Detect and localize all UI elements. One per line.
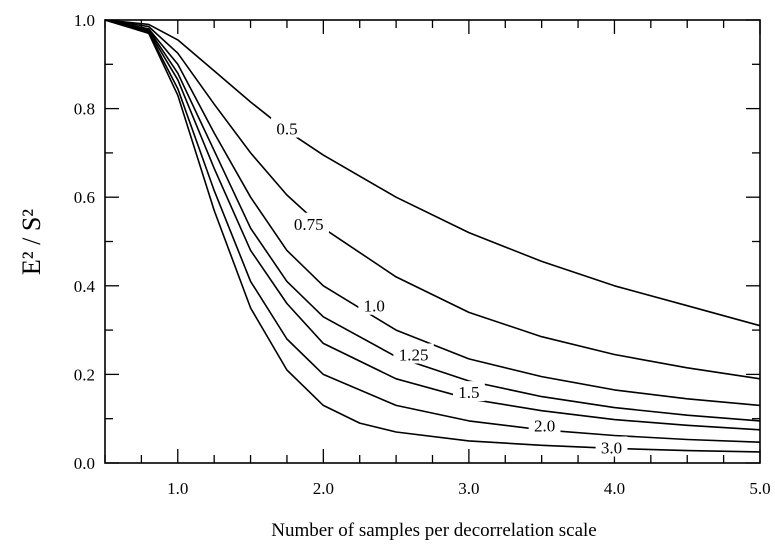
series-line-1.5 xyxy=(104,19,761,431)
x-tick-label: 5.0 xyxy=(749,479,770,498)
curve-label-background xyxy=(393,343,434,364)
series-line-1.25 xyxy=(104,19,761,422)
series-line-2.0 xyxy=(104,19,761,443)
x-axis-label: Number of samples per decorrelation scal… xyxy=(271,520,597,541)
curve-label-background xyxy=(358,294,391,315)
curve-label-background xyxy=(595,436,628,457)
y-tick-label: 0.4 xyxy=(74,277,96,296)
x-tick-label: 2.0 xyxy=(313,479,334,498)
x-tick-label: 3.0 xyxy=(458,479,479,498)
curve-label: 1.5 xyxy=(458,383,479,402)
y-tick-label: 1.0 xyxy=(74,11,95,30)
series-line-3.0 xyxy=(104,19,761,453)
series-line-0.75 xyxy=(104,19,761,380)
curve-label: 2.0 xyxy=(534,416,555,435)
y-axis-label: E² / S² xyxy=(17,209,46,275)
tick-labels: 1.0 2.0 3.0 4.0 5.0 0.0 0.2 0.4 0.6 0.8 1.0 xyxy=(74,11,771,498)
curve-label: 0.5 xyxy=(276,120,297,139)
curve-label: 3.0 xyxy=(601,438,622,457)
curve-label-background xyxy=(288,212,329,233)
y-tick-label: 0.2 xyxy=(74,365,95,384)
y-tick-label: 0.6 xyxy=(74,188,95,207)
curve-label: 1.25 xyxy=(399,345,429,364)
x-tick-label: 4.0 xyxy=(604,479,625,498)
plot-frame xyxy=(104,19,761,464)
curve-labels: 0.5 0.75 1.0 1.25 1.5 2.0 3.0 xyxy=(271,117,628,457)
curves xyxy=(104,19,761,453)
series-line-1.0 xyxy=(104,19,761,407)
ticks xyxy=(104,19,761,464)
series-line-0.5 xyxy=(104,19,761,327)
x-tick-label: 1.0 xyxy=(167,479,188,498)
curve-label-background xyxy=(271,117,303,138)
curve-label: 0.75 xyxy=(294,215,324,234)
y-tick-label: 0.8 xyxy=(74,100,95,119)
curve-label-background xyxy=(528,414,561,435)
curve-label: 1.0 xyxy=(364,297,385,316)
curve-label-background xyxy=(452,381,485,402)
y-tick-label: 0.0 xyxy=(74,454,95,473)
